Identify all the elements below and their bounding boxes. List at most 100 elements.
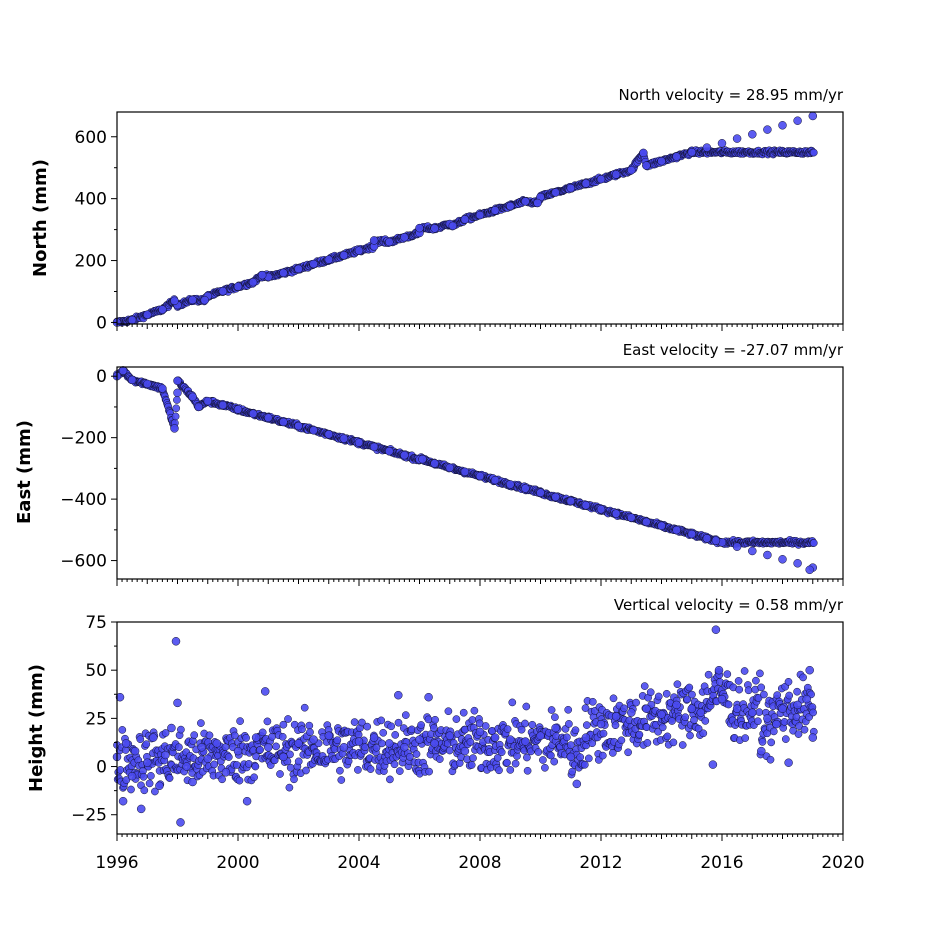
height-data-point: [681, 713, 690, 722]
east-data-point: [400, 450, 409, 460]
east-data-point: [194, 402, 203, 412]
east-data-point: [309, 426, 318, 435]
height-data-point: [435, 755, 444, 763]
height-data-point: [118, 796, 128, 806]
height-data-point: [508, 698, 517, 707]
height-data-point: [599, 729, 608, 738]
east-data-point: [506, 480, 515, 489]
north-y-tick-label: 600: [75, 128, 107, 148]
height-data-point: [708, 760, 718, 769]
height-data-point: [760, 690, 768, 699]
east-data-point: [642, 517, 651, 527]
height-data-point: [250, 773, 258, 782]
east-data-point: [748, 546, 757, 556]
height-data-point: [339, 743, 349, 752]
height-data-point: [699, 729, 708, 738]
height-data-point: [350, 718, 359, 726]
height-data-point: [521, 737, 530, 746]
north-data-point: [732, 134, 742, 143]
height-data-point: [130, 746, 140, 756]
height-data-point: [757, 746, 766, 756]
east-data-point: [536, 488, 545, 497]
height-data-point: [673, 680, 682, 689]
height-data-point: [412, 750, 421, 758]
height-data-point: [182, 762, 191, 771]
height-data-point: [136, 804, 146, 814]
north-y-tick-label: 400: [75, 190, 107, 210]
height-data-point: [611, 712, 621, 721]
north-data-point: [158, 305, 167, 314]
height-data-point: [802, 694, 811, 704]
north-data-point: [778, 121, 787, 130]
east-data-point: [460, 467, 470, 477]
north-data-point: [763, 125, 772, 134]
height-data-point: [256, 745, 264, 754]
height-data-point: [127, 771, 137, 781]
height-data-point: [233, 746, 243, 756]
north-data-point: [642, 161, 651, 170]
height-data-point: [395, 767, 404, 775]
height-data-point: [221, 743, 230, 751]
height-y-axis-label: Height (mm): [26, 664, 47, 792]
height-data-point: [564, 705, 573, 714]
height-data-point: [784, 758, 793, 767]
height-data-point: [551, 723, 560, 733]
height-data-point: [640, 682, 649, 690]
height-data-point: [190, 731, 199, 739]
north-data-point: [294, 264, 303, 274]
height-data-point: [417, 721, 425, 729]
north-data-point: [354, 246, 364, 255]
north-data-point: [127, 315, 137, 325]
north-data-point: [657, 156, 666, 166]
north-data-point: [717, 139, 727, 148]
height-data-point: [122, 776, 131, 784]
height-data-point: [732, 704, 742, 713]
height-data-point: [285, 783, 294, 792]
x-tick-labels: 1996 2000 2004 2008 2012 2016 2020: [95, 853, 864, 873]
height-data-point: [391, 731, 400, 739]
east-data-point: [171, 412, 180, 421]
east-data-point: [566, 496, 576, 506]
height-data-point: [551, 713, 559, 722]
east-data-point: [324, 430, 334, 439]
height-data-point: [475, 727, 485, 737]
height-data-point: [235, 776, 244, 785]
east-data-point: [490, 475, 500, 485]
height-data-point: [611, 721, 620, 730]
height-data-point: [430, 739, 439, 748]
height-data-point: [704, 670, 713, 679]
height-data-point: [385, 739, 394, 748]
height-data-point: [685, 683, 694, 692]
height-data-point: [173, 698, 182, 708]
height-data-point: [336, 766, 344, 775]
east-data-point: [188, 392, 197, 402]
height-data-point: [140, 786, 149, 795]
height-data-point: [400, 743, 409, 752]
north-data-point: [687, 147, 697, 157]
east-data-point: [805, 565, 814, 575]
north-data-point: [448, 221, 458, 231]
height-data-point: [576, 753, 585, 762]
height-data-point: [145, 779, 154, 788]
x-tick-label: 2004: [337, 853, 380, 873]
east-data-point: [339, 434, 349, 443]
height-data-point: [415, 735, 424, 744]
height-data-point: [686, 731, 694, 740]
height-data-point: [688, 690, 696, 699]
north-data-point: [611, 170, 621, 179]
x-tick-label: 2000: [216, 853, 259, 873]
height-data-point: [236, 717, 244, 725]
height-data-point: [609, 694, 618, 703]
height-data-point: [701, 717, 710, 725]
height-data-point: [598, 751, 607, 760]
east-y-axis-label: East (mm): [14, 420, 35, 524]
height-data-point: [793, 687, 801, 696]
height-data-point: [662, 689, 671, 698]
east-y-tick-label: 0: [96, 367, 107, 387]
height-data-point: [309, 735, 318, 744]
east-data-point: [170, 424, 179, 433]
height-data-point: [260, 687, 270, 696]
height-data-point: [808, 733, 818, 742]
east-data-point: [763, 550, 772, 560]
height-data-point: [756, 669, 764, 678]
